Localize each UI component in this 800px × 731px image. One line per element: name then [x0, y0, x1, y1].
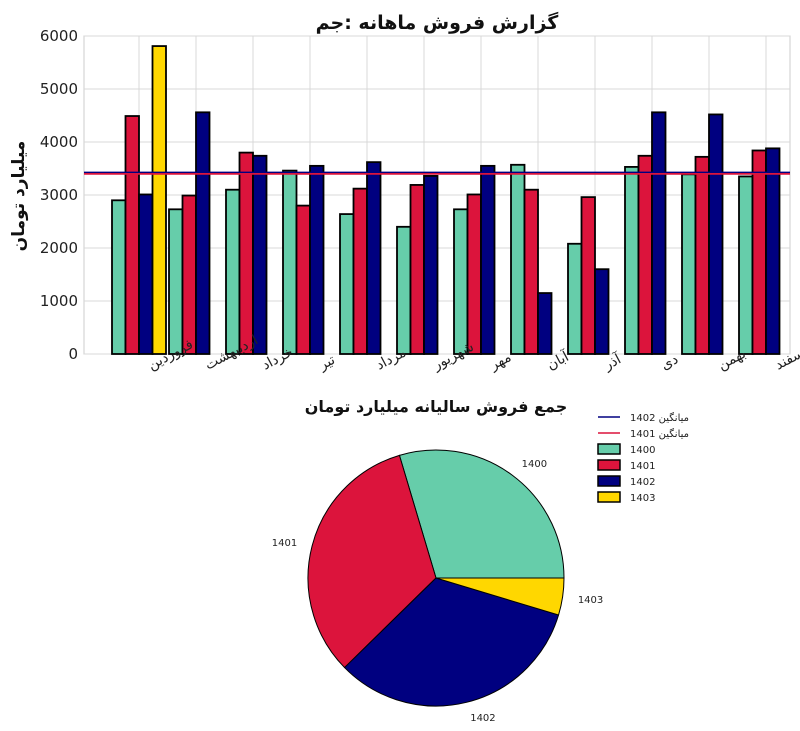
bar [738, 175, 754, 355]
y-tick-label: 3000 [40, 186, 78, 204]
bar [681, 173, 697, 355]
pie-slice [307, 454, 437, 669]
legend-swatch [597, 491, 621, 503]
bar [637, 154, 653, 355]
bar [466, 193, 482, 355]
legend: میانگین 1402 میانگین 1401 1400 1401 1402 1403 [597, 412, 689, 504]
bar [423, 175, 439, 355]
bar [651, 111, 667, 355]
bar [523, 188, 539, 355]
bar [181, 194, 197, 355]
y-tick-label: 0 [68, 345, 78, 363]
bar [510, 163, 526, 355]
bar [309, 164, 325, 355]
pie-slice-label: 1400 [522, 459, 547, 470]
bar [751, 149, 767, 355]
y-axis-label: میلیارد تومان [9, 141, 29, 252]
bar [480, 164, 496, 355]
y-tick-label: 1000 [40, 292, 78, 310]
bar [295, 204, 311, 355]
y-tick-label: 4000 [40, 133, 78, 151]
pie-slices [307, 449, 565, 707]
bar [765, 147, 781, 355]
y-tick-label: 2000 [40, 239, 78, 257]
bar [694, 155, 710, 355]
x-tick-label: دی [658, 351, 681, 373]
x-tick-label: تیر [315, 352, 337, 374]
bar [339, 213, 355, 355]
legend-entry-label: میانگین 1401 [630, 428, 689, 440]
x-tick-label: آذر [600, 350, 625, 374]
pie-slice-label: 1403 [578, 595, 603, 606]
bar [238, 151, 254, 355]
pie-slice [343, 577, 560, 707]
bar [396, 225, 412, 355]
bar [708, 113, 724, 355]
bar [252, 154, 268, 355]
bar-chart-title: گزارش فروش ماهانه :جم [316, 11, 560, 34]
legend-swatch [597, 443, 621, 455]
bar [111, 199, 127, 355]
pie-slice [435, 577, 565, 616]
legend-swatch [597, 475, 621, 487]
bar [409, 184, 425, 355]
bar [282, 169, 298, 355]
legend-swatch [597, 459, 621, 471]
bar [594, 268, 610, 355]
bar [225, 188, 241, 355]
pie-chart-title: جمع فروش سالیانه میلیارد تومان [305, 397, 567, 416]
legend-entry-label: میانگین 1402 [630, 412, 689, 424]
legend-entry-label: 1402 [630, 477, 655, 488]
y-tick-label: 5000 [40, 80, 78, 98]
bar [195, 111, 211, 355]
bar [537, 292, 553, 355]
average-lines [84, 171, 790, 175]
legend-entry-label: 1403 [630, 493, 655, 504]
pie-slice-label: 1402 [470, 713, 495, 724]
pie-slice-label: 1401 [272, 538, 297, 549]
bar [124, 115, 140, 355]
bar [624, 166, 640, 355]
bar [352, 187, 368, 355]
bar [138, 193, 154, 355]
bar [366, 161, 382, 355]
bar [151, 45, 167, 355]
bar [168, 208, 184, 355]
legend-entry-label: 1400 [630, 445, 655, 456]
bar [580, 196, 596, 355]
bar [453, 208, 469, 355]
pie-labels: 1400 1401 1402 1403 [272, 459, 604, 724]
legend-entry-label: 1401 [630, 461, 655, 472]
y-tick-label: 6000 [40, 27, 78, 45]
pie-slice [398, 449, 565, 579]
bar [567, 242, 583, 355]
pie-chart: جمع فروش سالیانه میلیارد تومان 140014011… [272, 397, 604, 724]
y-tick-labels: 0 1000 2000 3000 4000 5000 6000 [40, 27, 78, 363]
